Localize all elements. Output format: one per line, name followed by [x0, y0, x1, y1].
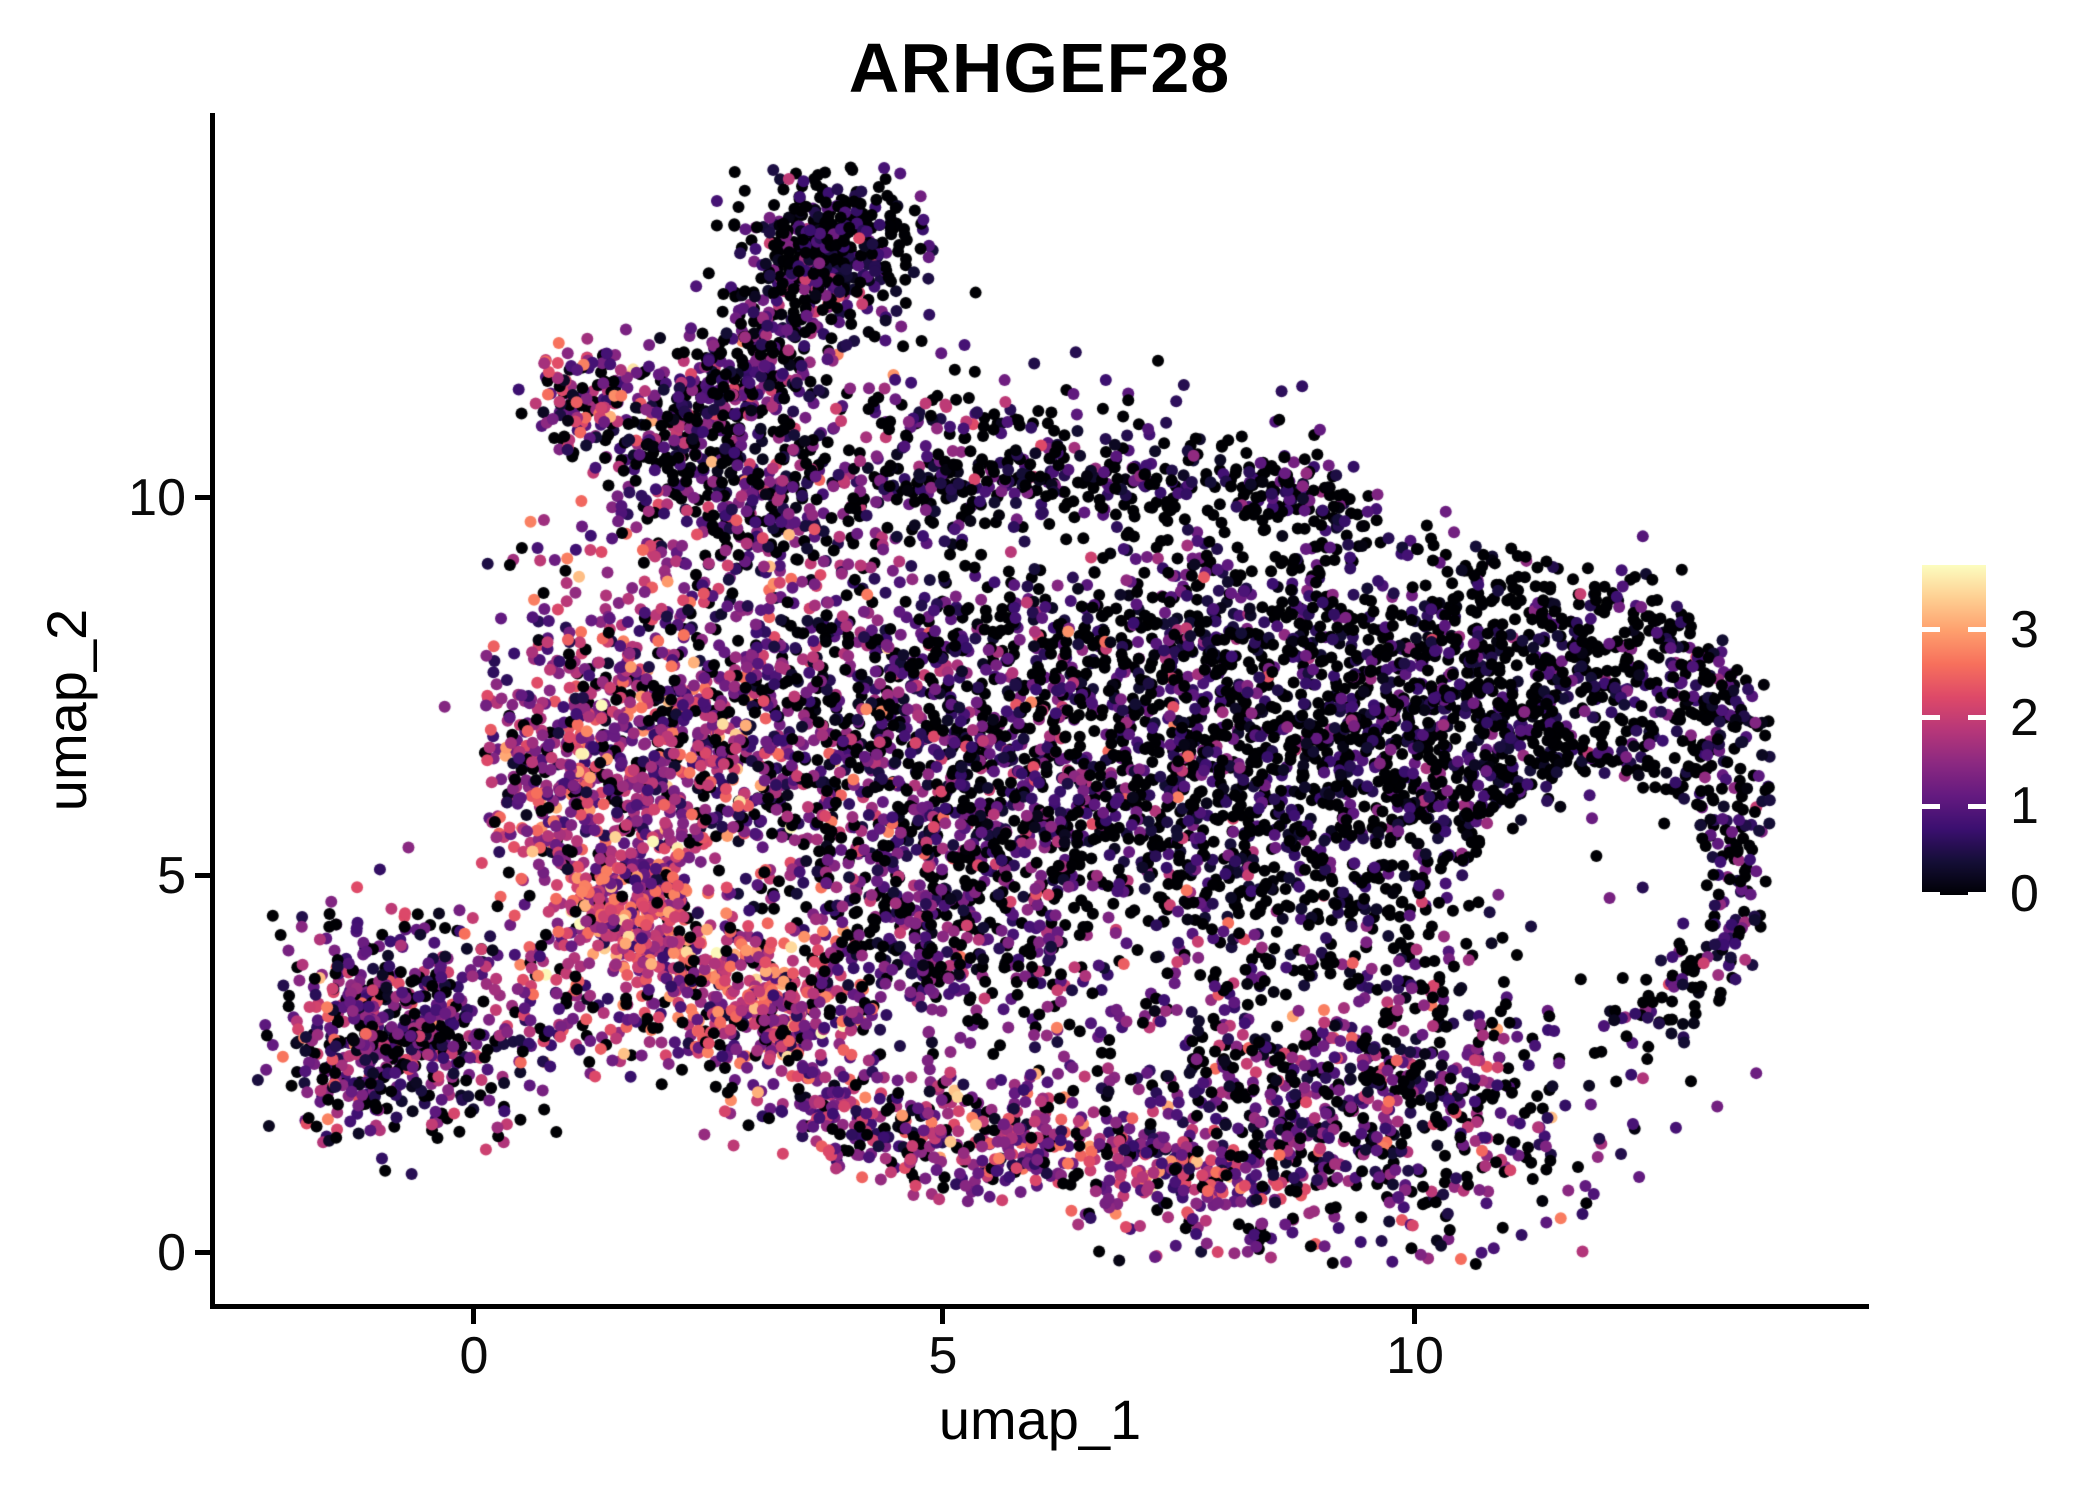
colorbar-tick-dash-2-left [1922, 715, 1940, 720]
colorbar-tick-dash-2-right [1968, 715, 1986, 720]
colorbar-tick-label-0: 0 [2010, 865, 2039, 923]
colorbar-tick-dash-3-right [1968, 627, 1986, 632]
colorbar-tick-label-2: 2 [2010, 689, 2039, 747]
x-tick-mark-0 [471, 1309, 476, 1324]
colorbar-tick-label-3: 3 [2010, 601, 2039, 659]
colorbar-tick-dash-0-left [1922, 892, 1940, 895]
y-tick-label-0: 0 [157, 1224, 186, 1282]
x-axis-title: umap_1 [938, 1388, 1142, 1451]
colorbar-tick-dash-1-left [1922, 804, 1940, 809]
y-tick-label-10: 10 [128, 469, 186, 527]
x-tick-mark-5 [940, 1309, 945, 1324]
y-tick-mark-0 [195, 1250, 210, 1255]
chart-title: ARHGEF28 [848, 29, 1231, 107]
colorbar-tick-dash-1-right [1968, 804, 1986, 809]
x-tick-label-10: 10 [1386, 1327, 1444, 1385]
y-tick-label-5: 5 [157, 847, 186, 905]
x-tick-label-5: 5 [928, 1327, 958, 1385]
x-tick-label-0: 0 [459, 1327, 489, 1385]
colorbar-tick-dash-3-left [1922, 627, 1940, 632]
y-tick-mark-10 [195, 495, 210, 500]
colorbar-tick-dash-0-right [1968, 892, 1986, 895]
colorbar-gradient [1922, 565, 1986, 895]
y-axis-title: umap_2 [35, 608, 98, 812]
x-tick-mark-10 [1412, 1309, 1417, 1324]
y-tick-mark-5 [195, 873, 210, 878]
colorbar-tick-label-1: 1 [2010, 777, 2039, 835]
